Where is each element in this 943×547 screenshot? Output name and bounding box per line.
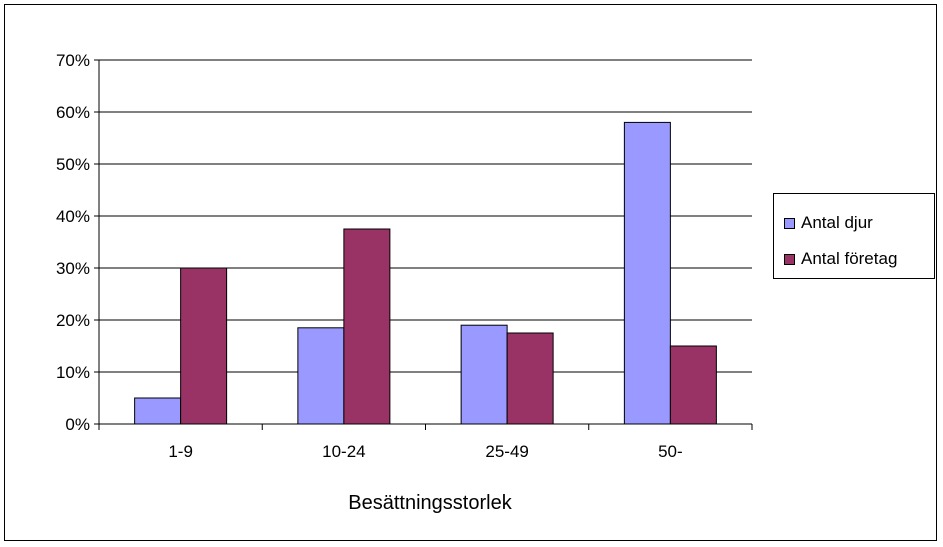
- x-axis-title: Besättningsstorlek: [348, 492, 512, 514]
- bar-antal-djur-25-49: [460, 324, 508, 425]
- legend-swatch-antal-djur: [784, 217, 795, 229]
- bar-antal-foretag-50-: [669, 345, 717, 425]
- y-tick-label: 70%: [56, 51, 90, 70]
- bar-antal-djur-50-: [623, 121, 671, 425]
- y-tick-label: 60%: [56, 103, 90, 122]
- y-tick-label: 0%: [65, 415, 90, 434]
- y-tick-label: 40%: [56, 207, 90, 226]
- axes: [94, 59, 753, 430]
- tick-labels: 0% 10% 20% 30% 40% 50% 60% 70% 1-9 10-24 25-49 50-: [56, 51, 683, 461]
- bar-antal-foretag-10-24: [343, 228, 391, 425]
- x-tick-label: 1-9: [168, 442, 193, 461]
- legend-swatch-antal-foretag: [784, 253, 795, 265]
- legend-label-antal-foretag: Antal företag: [801, 249, 898, 268]
- bars: [134, 121, 717, 425]
- bar-antal-foretag-25-49: [506, 332, 554, 425]
- bar-antal-djur-1-9: [134, 397, 182, 425]
- x-tick-label: 10-24: [322, 442, 365, 461]
- legend-item-antal-foretag: Antal företag: [784, 248, 897, 270]
- y-tick-label: 50%: [56, 155, 90, 174]
- legend-label-antal-djur: Antal djur: [801, 213, 873, 232]
- bar-antal-djur-10-24: [297, 327, 345, 425]
- legend-item-antal-djur: Antal djur: [784, 212, 873, 234]
- y-tick-label: 10%: [56, 363, 90, 382]
- y-tick-label: 30%: [56, 259, 90, 278]
- y-tick-label: 20%: [56, 311, 90, 330]
- x-tick-label: 25-49: [485, 442, 528, 461]
- bar-antal-foretag-1-9: [180, 267, 228, 425]
- x-tick-label: 50-: [658, 442, 683, 461]
- legend: Antal djur Antal företag: [773, 193, 935, 279]
